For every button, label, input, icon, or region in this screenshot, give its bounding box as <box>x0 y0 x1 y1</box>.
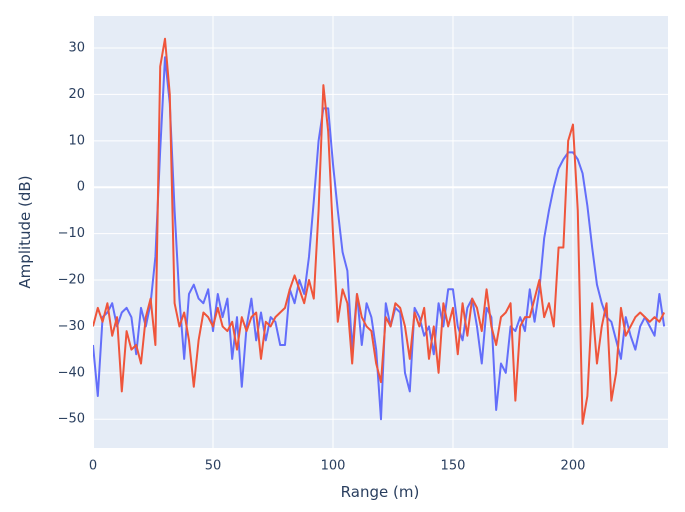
y-tick-label: −30 <box>58 319 85 334</box>
y-tick-label: −50 <box>58 412 85 427</box>
y-tick-label: −10 <box>58 226 85 241</box>
y-tick-label: −20 <box>58 273 85 288</box>
series-line <box>93 37 666 425</box>
x-tick-label: 150 <box>441 459 466 474</box>
x-tick-label: 100 <box>321 459 346 474</box>
y-tick-label: 30 <box>68 41 85 56</box>
y-tick-label: −40 <box>58 365 85 380</box>
y-tick-label: 20 <box>68 87 85 102</box>
series-line <box>93 56 666 421</box>
x-tick-label: 200 <box>561 459 586 474</box>
y-axis-title: Amplitude (dB) <box>16 175 34 288</box>
y-tick-label: 0 <box>77 180 85 195</box>
y-tick-label: 10 <box>68 133 85 148</box>
x-tick-label: 50 <box>205 459 222 474</box>
x-axis-title: Range (m) <box>341 483 420 501</box>
x-tick-label: 0 <box>89 459 97 474</box>
